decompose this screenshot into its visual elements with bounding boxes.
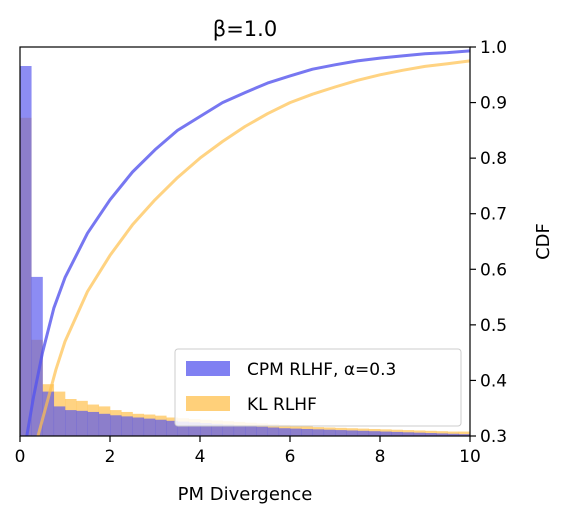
hist-bar-cpm-25 [301,428,313,436]
cdf-axis-ticks: 0.3 0.4 0.5 0.6 0.7 0.8 0.9 1.0 [470,38,507,447]
hist-bar-cpm-22 [267,427,280,436]
hist-bar-cpm-28 [335,430,347,436]
hist-bar-cpm-34 [402,432,415,436]
x-tick-label: 6 [285,447,296,467]
x-axis-ticks: 0 2 4 6 8 10 [15,436,481,467]
hist-bar-cpm-4 [65,410,77,436]
hist-bar-cpm-8 [110,415,122,436]
cdf-line-cpm [25,49,471,437]
hist-bar-cpm-16 [200,423,212,436]
legend-box [174,348,462,427]
x-tick-label: 2 [105,447,116,467]
cdf-tick-label: 0.3 [480,427,507,447]
hist-bar-cpm-11 [143,418,156,436]
cdf-axis-label: CDF [533,223,554,260]
hist-bar-cpm-14 [177,421,190,436]
hist-bar-cpm-27 [323,429,336,436]
hist-bar-kl-39 [458,431,471,436]
hist-bar-cpm-9 [121,416,133,436]
hist-bar-cpm-32 [380,431,392,436]
cdf-tick-label: 0.7 [480,205,507,225]
hist-bar-cpm-35 [413,432,426,436]
hist-bar-cpm-24 [290,428,302,436]
cdf-tick-label: 0.9 [480,94,507,114]
hist-bar-cpm-21 [256,426,268,436]
x-tick-label: 8 [375,447,386,467]
cdf-tick-label: 0.8 [480,149,507,169]
hist-bar-cpm-20 [245,426,257,436]
cdf-line-kl [36,59,471,437]
x-axis-label: PM Divergence [178,484,313,505]
axes-frame [19,46,471,437]
hist-bar-cpm-12 [155,419,167,436]
x-tick-label: 0 [15,447,26,467]
cdf-tick-label: 0.5 [480,316,507,336]
hist-bar-cpm-39 [458,434,471,436]
cdf-tick-label: 0.6 [480,260,507,280]
legend-swatch-kl [186,396,230,411]
hist-bar-cpm-33 [391,431,403,436]
hist-bar-cpm-13 [166,420,178,436]
hist-bar-cpm-29 [346,430,358,436]
plot-area [20,49,471,437]
hist-bar-cpm-0 [20,66,32,436]
legend-label-kl: KL RLHF [247,395,317,415]
cdf-tick-label: 1.0 [480,38,507,58]
chart-title: β=1.0 [213,17,277,41]
hist-bar-cpm-1 [31,276,43,436]
hist-bar-cpm-23 [278,428,291,436]
hist-bar-cpm-17 [211,423,223,436]
hist-bar-cpm-38 [447,433,460,436]
hist-bar-cpm-26 [312,429,325,436]
legend-label-cpm: CPM RLHF, α=0.3 [247,360,396,380]
hist-bar-cpm-18 [222,424,235,436]
legend-swatch-cpm [186,361,230,376]
hist-bar-cpm-3 [53,406,66,436]
hist-bar-cpm-7 [98,413,111,436]
hist-bar-cpm-36 [425,433,437,436]
hist-bar-cpm-2 [42,391,55,436]
hist-bar-cpm-5 [76,410,88,436]
hist-bar-cpm-31 [368,431,381,436]
x-tick-label: 10 [459,447,481,467]
hist-bar-cpm-6 [87,411,100,436]
histogram-bars [20,66,471,437]
hist-bar-cpm-37 [436,433,448,436]
hist-bar-cpm-19 [233,425,246,436]
legend: CPM RLHF, α=0.3 KL RLHF [174,348,462,427]
x-tick-label: 4 [195,447,206,467]
cdf-lines [25,49,471,437]
hist-bar-cpm-15 [188,422,201,436]
cdf-tick-label: 0.4 [480,371,507,391]
hist-bar-cpm-10 [132,417,145,436]
hist-bar-cpm-30 [357,430,370,436]
